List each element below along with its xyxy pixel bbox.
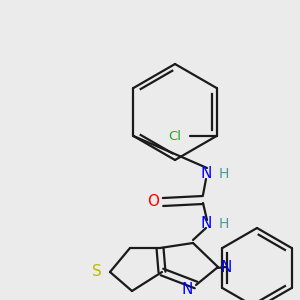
Text: N: N: [221, 260, 232, 274]
Text: N: N: [200, 217, 212, 232]
Text: N: N: [200, 167, 212, 182]
Text: H: H: [219, 217, 229, 231]
Text: O: O: [147, 194, 159, 209]
Text: Cl: Cl: [169, 130, 182, 142]
Text: N: N: [182, 283, 193, 298]
Text: S: S: [92, 265, 102, 280]
Text: H: H: [219, 167, 229, 181]
